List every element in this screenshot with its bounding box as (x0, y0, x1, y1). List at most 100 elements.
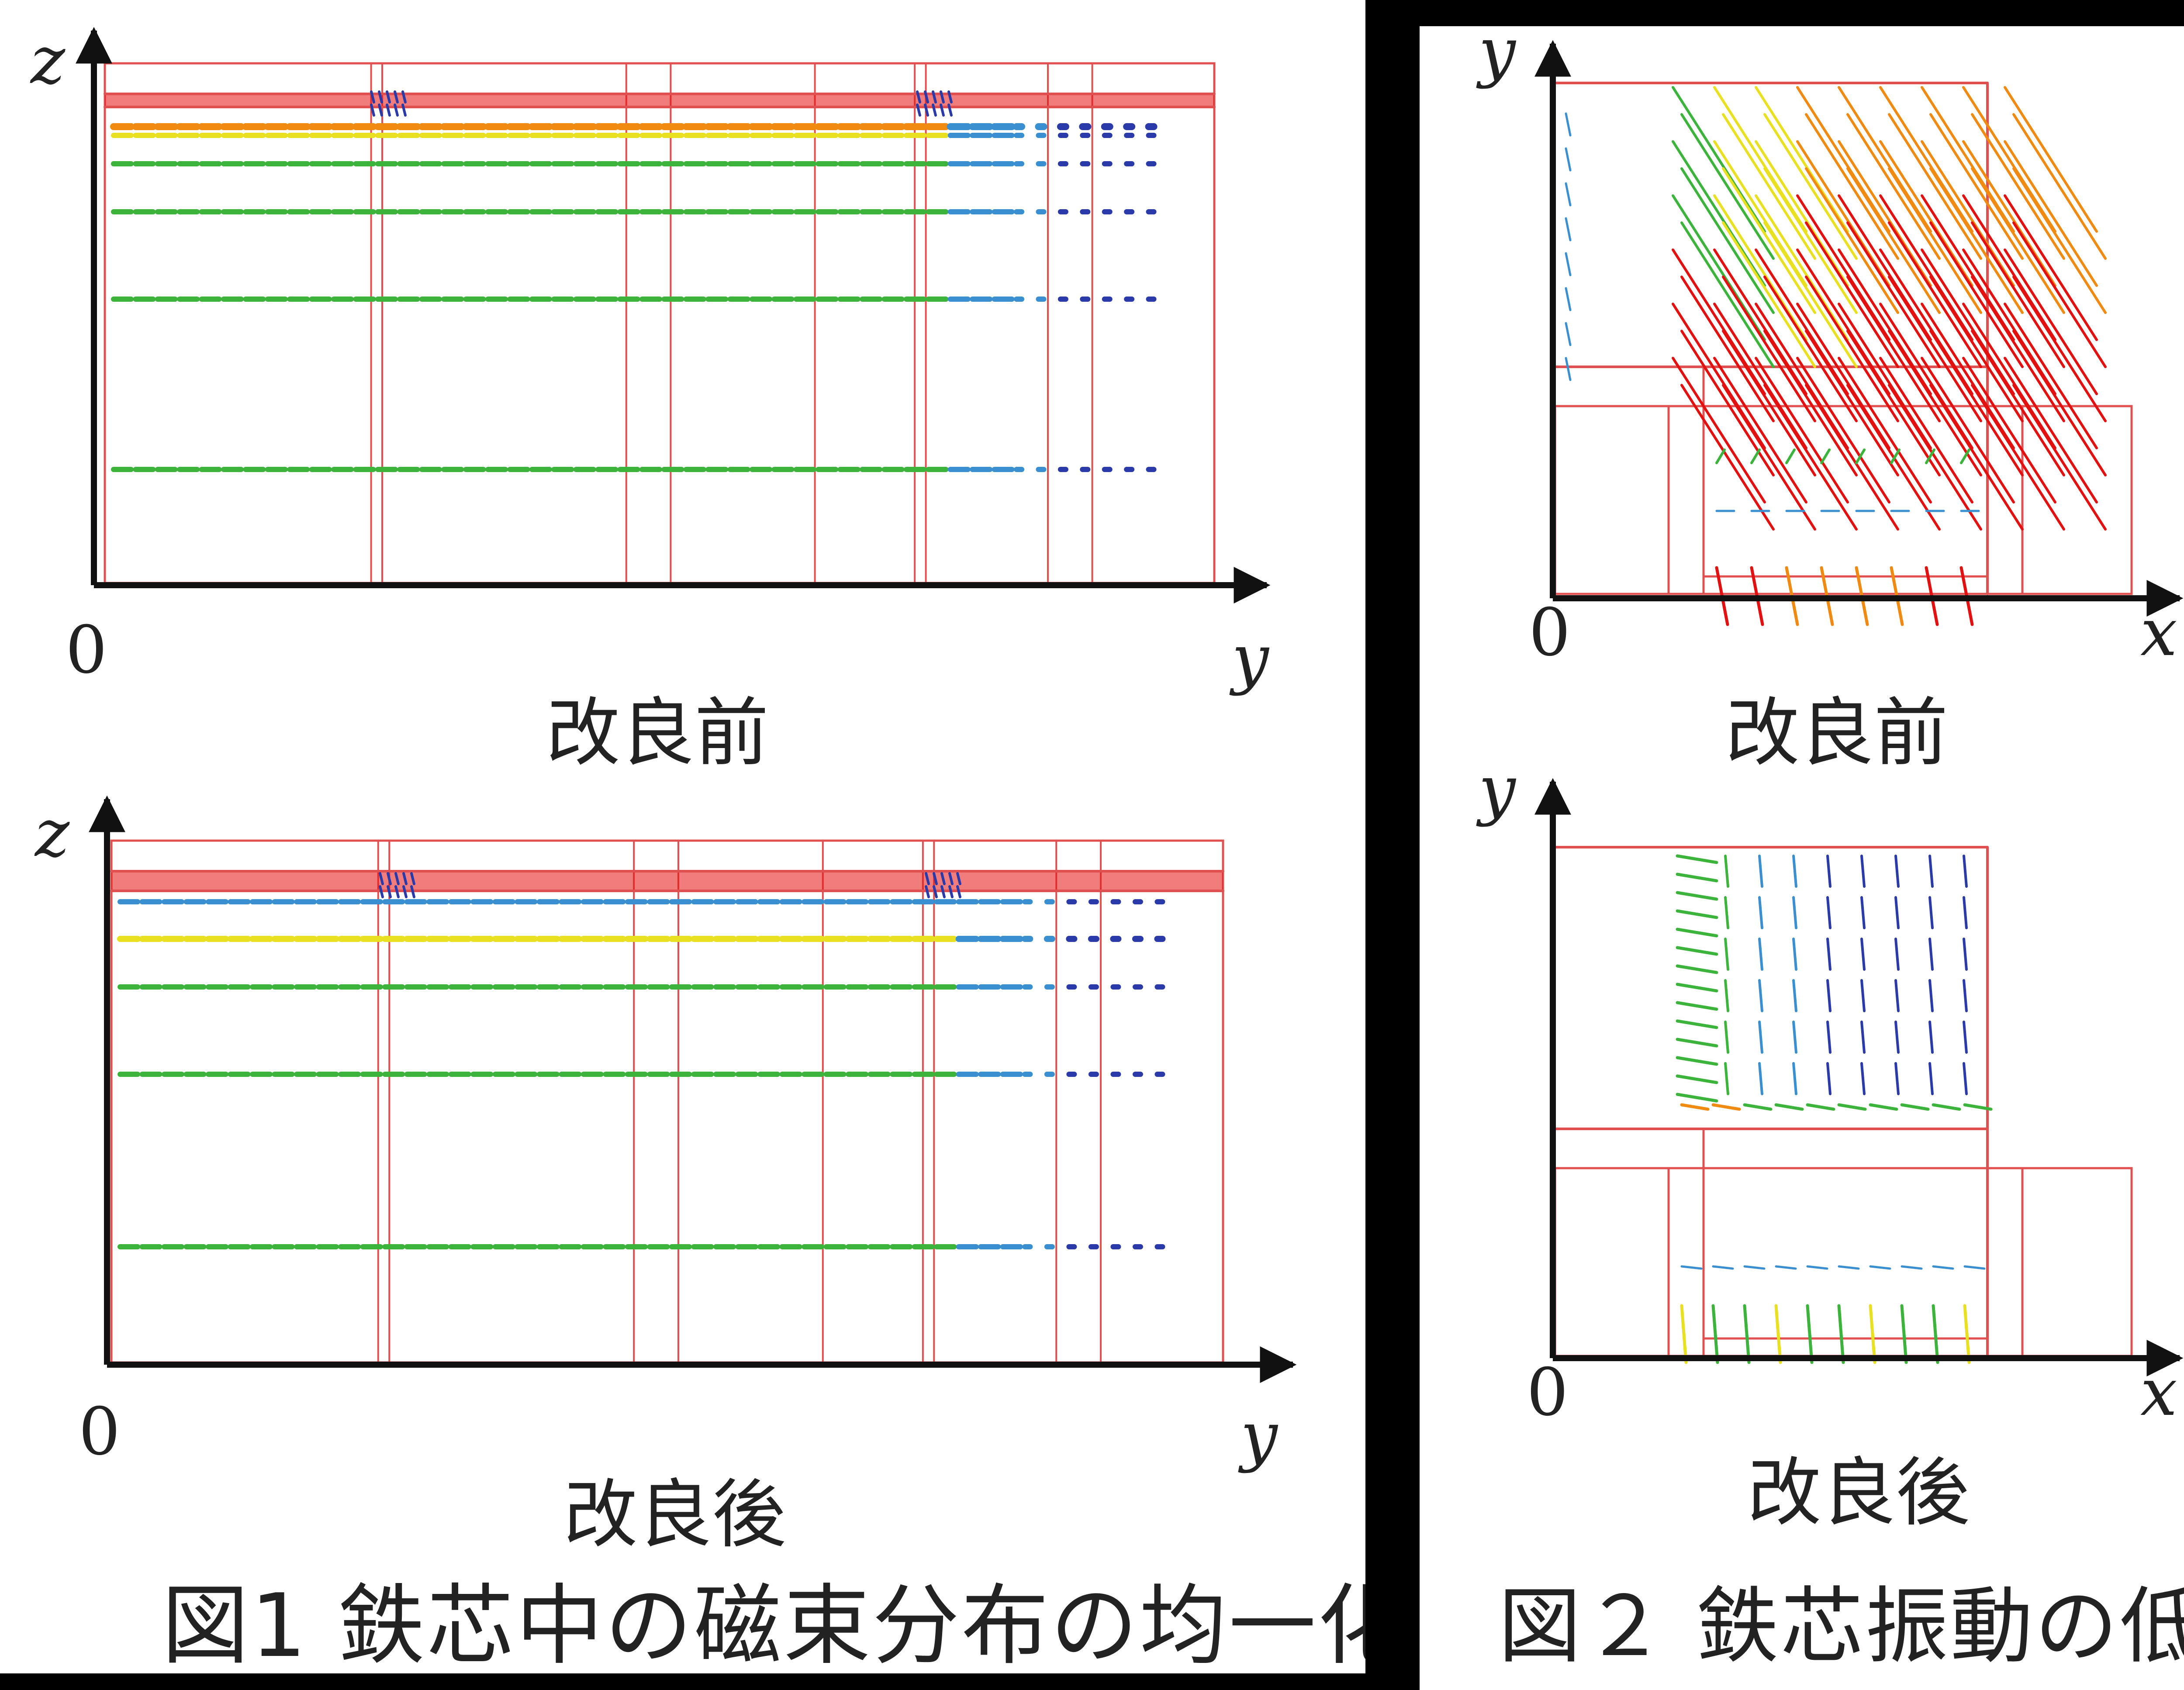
vibration-vector (1838, 1265, 1860, 1270)
vibration-vector (1894, 938, 1900, 971)
vibration-vector (1929, 113, 2024, 260)
fig2-before-x-label: x (2140, 595, 2177, 671)
flux-vector (394, 885, 400, 898)
vibration-vector (1963, 1021, 1968, 1054)
fig2-before-y-label: y (1476, 26, 1517, 90)
vibration-vector (1929, 221, 2024, 368)
vibration-vector (1743, 1304, 1751, 1364)
flux-vector (933, 872, 938, 885)
vibration-vector (1758, 1021, 1763, 1054)
vibration-vector (1724, 896, 1729, 929)
flux-vector (956, 885, 961, 898)
vibration-vector (1565, 147, 1572, 172)
vibration-vector (1846, 167, 1941, 314)
vibration-vector (1963, 979, 1968, 1012)
vibration-vector (1796, 357, 1890, 504)
fig1-before-plot: z y 0 (30, 23, 1271, 697)
vibration-vector (1724, 855, 1729, 888)
vibration-vector (1805, 276, 1899, 422)
figure-1-panel: z y 0 z y 0 改良前 改良後 図1 鉄芯中の磁束分布の均一化 (0, 0, 1365, 1673)
fig2-before-origin: 0 (1529, 595, 1570, 671)
vibration-vector (1774, 1304, 1782, 1364)
vibration-vector (1888, 113, 1982, 260)
vibration-vector (1680, 330, 1775, 476)
vibration-vector (1846, 221, 1941, 368)
vibration-vector (1860, 896, 1866, 929)
fig2-after-vibration-vectors (1676, 854, 1993, 1364)
vibration-vector (1676, 1038, 1718, 1048)
fig2-after-y-label: y (1476, 752, 1517, 828)
vibration-vector (1750, 448, 1761, 464)
fig2-after-label: 改良後 (1747, 1450, 1970, 1536)
vibration-vector (1680, 113, 1775, 260)
figure-2-plots: y x 0 y x 0 (1476, 26, 2184, 1431)
vibration-vector (1837, 1304, 1845, 1364)
vibration-vector (1676, 909, 1718, 919)
vibration-vector (1806, 1103, 1835, 1111)
vibration-vector (1928, 938, 1934, 971)
flux-vector (940, 885, 946, 898)
vibration-vector (1894, 1021, 1900, 1054)
vibration-vector (1837, 1103, 1867, 1111)
vibration-vector (1565, 217, 1572, 241)
vibration-vector (1775, 1265, 1797, 1270)
vibration-vector (1713, 357, 1807, 504)
vibration-vector (1928, 979, 1934, 1012)
vibration-vector (1860, 979, 1866, 1012)
vibration-vector (1929, 276, 2024, 422)
figure-1-caption: 図1 鉄芯中の磁束分布の均一化 (162, 1575, 1365, 1673)
vibration-vector (1565, 252, 1572, 276)
vibration-vector (1879, 357, 1973, 504)
vibration-vector (1806, 1265, 1828, 1270)
vibration-vector (1676, 891, 1718, 901)
vibration-vector (1820, 448, 1831, 464)
vibration-vector (1971, 276, 2065, 422)
vibration-vector (1855, 448, 1866, 464)
vibration-vector (1963, 1062, 1968, 1095)
vibration-vector (1888, 330, 1982, 476)
vibration-vector (1792, 1062, 1797, 1095)
vibration-vector (1932, 1265, 1954, 1270)
vibration-vector (1826, 1062, 1832, 1095)
vibration-vector (1565, 322, 1572, 346)
fig1-before-mesh-lines (104, 62, 1216, 584)
vibration-vector (2012, 167, 2107, 314)
vibration-vector (1805, 113, 1899, 260)
vibration-vector (1680, 1103, 1710, 1111)
vibration-vector (1928, 896, 1934, 929)
flux-vector (940, 872, 946, 885)
vibration-vector (1676, 1074, 1718, 1084)
vibration-vector (1963, 938, 1968, 971)
vibration-vector (1680, 221, 1775, 368)
vibration-vector (1888, 167, 1982, 314)
vibration-vector (1805, 330, 1899, 476)
fig1-before-origin: 0 (66, 612, 107, 688)
vibration-vector (1676, 854, 1718, 864)
vibration-vector (1971, 221, 2065, 368)
vibration-vector (1763, 221, 1858, 368)
vibration-vector (1860, 1062, 1866, 1095)
fig1-before-flux-vectors (110, 90, 1158, 472)
figure-1-plots: z y 0 z y 0 (30, 23, 1297, 1474)
vibration-vector (1763, 167, 1858, 314)
vibration-vector (2004, 357, 2098, 504)
vibration-vector (1869, 1103, 1898, 1111)
vibration-vector (1792, 979, 1797, 1012)
vibration-vector (1894, 855, 1900, 888)
flux-vector (924, 90, 929, 103)
flux-vector (932, 90, 937, 103)
vibration-vector (1676, 928, 1718, 938)
flux-vector (916, 90, 921, 103)
vibration-vector (1676, 1056, 1718, 1066)
vibration-vector (1805, 221, 1899, 368)
fig2-after-mesh-lines (1552, 846, 2133, 1357)
vibration-vector (1676, 1093, 1718, 1103)
flux-vector (933, 885, 938, 898)
vibration-vector (1826, 1021, 1832, 1054)
vibration-vector (2004, 86, 2098, 233)
vibration-vector (1565, 287, 1572, 311)
vibration-vector (1763, 330, 1858, 476)
vibration-vector (2012, 221, 2107, 368)
vibration-vector (1722, 330, 1816, 476)
flux-vector (924, 103, 929, 117)
